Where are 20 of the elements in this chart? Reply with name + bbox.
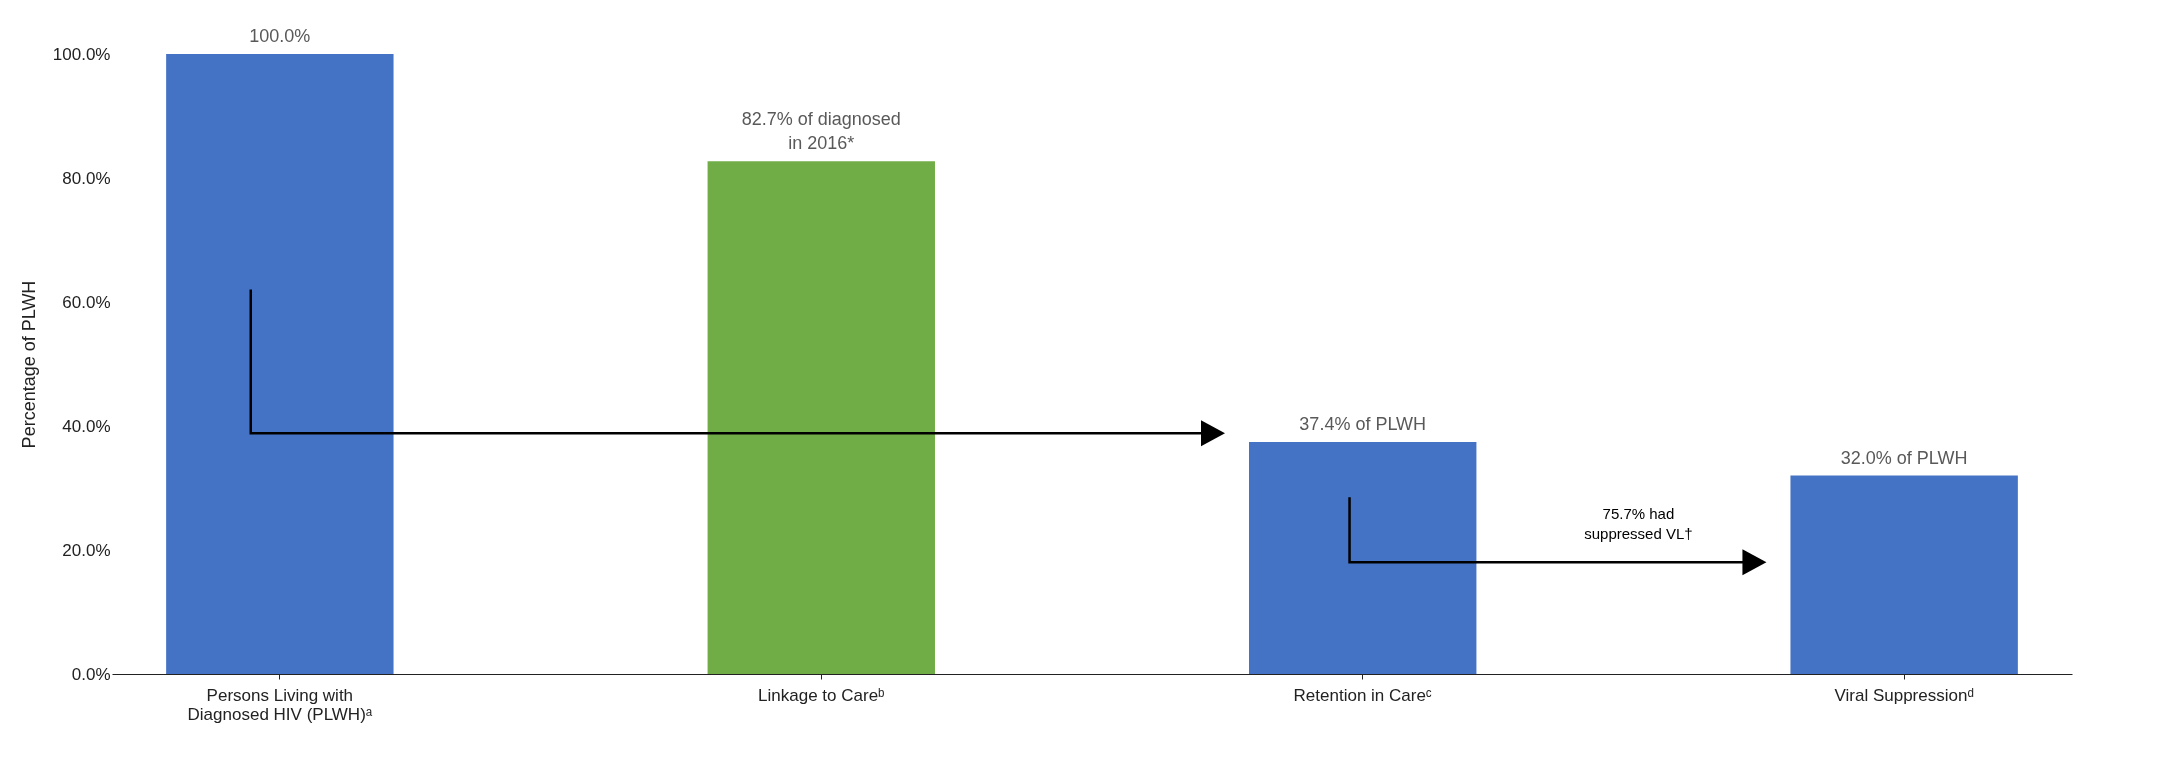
data-label: 32.0% of PLWH bbox=[1840, 447, 1968, 468]
y-tick-label: 20.0% bbox=[62, 540, 111, 560]
bar bbox=[1249, 442, 1477, 674]
y-axis-title: Percentage of PLWH bbox=[18, 280, 39, 449]
y-tick-label: 80.0% bbox=[62, 168, 111, 188]
y-tick-label: 60.0% bbox=[62, 292, 111, 312]
data-label: 37.4% of PLWH bbox=[1299, 414, 1427, 435]
y-tick-label: 100.0% bbox=[52, 44, 111, 64]
bar bbox=[166, 54, 394, 674]
bar bbox=[1790, 475, 2018, 674]
x-tick-label: Retention in Careᶜ bbox=[1293, 685, 1432, 705]
x-tick-label: Viral Suppressionᵈ bbox=[1834, 685, 1974, 705]
bar bbox=[707, 161, 935, 674]
data-label: 82.7% of diagnosed in 2016* bbox=[741, 109, 901, 154]
data-label: 100.0% bbox=[249, 26, 311, 46]
y-tick-label: 40.0% bbox=[62, 416, 111, 436]
x-tick-label: Persons Living with Diagnosed HIV (PLWH)ᵃ bbox=[187, 685, 373, 724]
annotation: 75.7% had suppressed VL† bbox=[1584, 504, 1693, 542]
x-tick-label: Linkage to Careᵇ bbox=[758, 685, 885, 705]
y-tick-label: 0.0% bbox=[71, 664, 111, 684]
